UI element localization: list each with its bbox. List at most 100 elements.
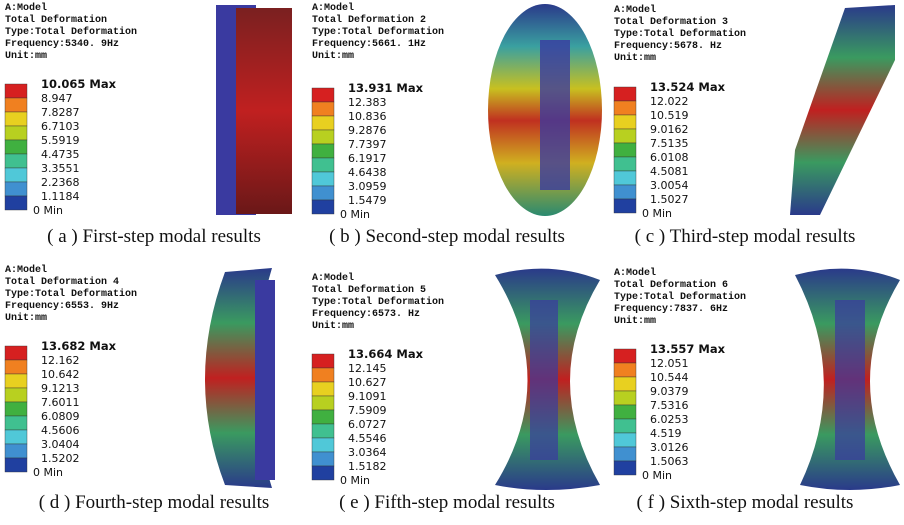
legend-label: 10.065 Max [41, 77, 117, 91]
header-line: Type:Total Deformation [312, 26, 444, 38]
legend-swatch [5, 458, 27, 472]
legend-swatch [5, 168, 27, 182]
legend-label: 5.5919 [41, 134, 80, 147]
legend-swatch [312, 144, 334, 158]
legend-label: 4.4735 [41, 148, 80, 161]
legend-label: 12.051 [650, 357, 689, 370]
legend-swatch [312, 158, 334, 172]
header-line: A:Model [614, 267, 656, 279]
header-line: Unit:mm [5, 50, 47, 62]
legend-label: 9.1091 [348, 390, 387, 403]
header-line: Unit:mm [614, 52, 656, 64]
legend-swatch [312, 88, 334, 102]
header-line: Total Deformation 3 [614, 16, 728, 28]
legend-swatch [614, 377, 636, 391]
legend-label: 3.3551 [41, 162, 80, 175]
legend-label: 10.836 [348, 110, 387, 123]
legend-swatch [312, 452, 334, 466]
legend-label: 9.0162 [650, 123, 689, 136]
legend-label: 9.1213 [41, 382, 80, 395]
legend-label: 0 Min [340, 208, 370, 221]
legend-label: 9.2876 [348, 124, 387, 137]
legend-swatch [5, 388, 27, 402]
header-line: A:Model [312, 272, 354, 284]
legend-label: 7.5316 [650, 399, 689, 412]
header-line: A:Model [5, 264, 47, 276]
legend-swatch [614, 129, 636, 143]
legend-label: 10.519 [650, 109, 689, 122]
legend-label: 0 Min [642, 469, 672, 482]
caption: ( d ) Fourth-step modal results [39, 492, 270, 513]
model-f [795, 269, 900, 490]
caption: ( c ) Third-step modal results [635, 226, 856, 247]
caption: ( b ) Second-step modal results [329, 226, 565, 247]
legend-label: 8.947 [41, 92, 73, 105]
header-line: Total Deformation 4 [5, 276, 119, 288]
model-a [216, 5, 292, 215]
legend-label: 1.5479 [348, 194, 387, 207]
legend-swatch [614, 363, 636, 377]
legend-swatch [614, 157, 636, 171]
legend-label: 6.0809 [41, 410, 80, 423]
legend-swatch [614, 391, 636, 405]
legend-label: 1.5063 [650, 455, 689, 468]
legend-label: 3.0404 [41, 438, 80, 451]
legend-swatch [614, 447, 636, 461]
legend-swatch [614, 171, 636, 185]
legend-label: 4.6438 [348, 166, 387, 179]
legend-swatch [614, 143, 636, 157]
legend-label: 0 Min [33, 204, 63, 217]
legend-label: 6.0253 [650, 413, 689, 426]
legend-label: 1.5027 [650, 193, 689, 206]
legend-swatch [614, 461, 636, 475]
legend-swatch [5, 430, 27, 444]
header-line: Type:Total Deformation [5, 288, 137, 300]
legend-swatch [614, 185, 636, 199]
header-line: Total Deformation 5 [312, 284, 426, 296]
header-line: Type:Total Deformation [5, 26, 137, 38]
legend-swatch [614, 87, 636, 101]
legend-label: 7.8287 [41, 106, 80, 119]
legend-swatch [614, 433, 636, 447]
legend-swatch [5, 112, 27, 126]
header-line: Frequency:6573. Hz [312, 309, 420, 320]
header-line: Frequency:5340. 9Hz [5, 39, 119, 50]
legend-swatch [312, 438, 334, 452]
caption: ( e ) Fifth-step modal results [339, 492, 555, 513]
legend-label: 6.0727 [348, 418, 387, 431]
header-line: Type:Total Deformation [614, 291, 746, 303]
legend-swatch [614, 405, 636, 419]
header-line: A:Model [614, 4, 656, 16]
legend-label: 10.544 [650, 371, 689, 384]
legend-swatch [5, 360, 27, 374]
legend-label: 7.7397 [348, 138, 387, 151]
legend-label: 10.642 [41, 368, 80, 381]
legend-label: 7.5909 [348, 404, 387, 417]
legend-label: 1.1184 [41, 190, 80, 203]
legend-swatch [5, 346, 27, 360]
legend-label: 3.0054 [650, 179, 689, 192]
legend-swatch [312, 116, 334, 130]
legend-label: 6.1917 [348, 152, 387, 165]
legend-label: 13.931 Max [348, 81, 424, 95]
legend-swatch [312, 410, 334, 424]
legend-swatch [312, 130, 334, 144]
legend-label: 4.5606 [41, 424, 80, 437]
header-line: Unit:mm [312, 320, 354, 332]
header-line: Type:Total Deformation [614, 28, 746, 40]
legend-label: 0 Min [33, 466, 63, 479]
legend-swatch [312, 396, 334, 410]
legend-label: 4.5081 [650, 165, 689, 178]
legend-swatch [5, 154, 27, 168]
legend-label: 7.5135 [650, 137, 689, 150]
legend-label: 9.0379 [650, 385, 689, 398]
legend-label: 6.0108 [650, 151, 689, 164]
header-line: A:Model [312, 2, 354, 14]
caption: ( a ) First-step modal results [47, 226, 261, 247]
header-line: Frequency:6553. 9Hz [5, 301, 119, 312]
header-line: Frequency:5661. 1Hz [312, 39, 426, 50]
legend-label: 12.145 [348, 362, 387, 375]
legend-swatch [5, 402, 27, 416]
legend-swatch [312, 200, 334, 214]
legend-label: 4.5546 [348, 432, 387, 445]
